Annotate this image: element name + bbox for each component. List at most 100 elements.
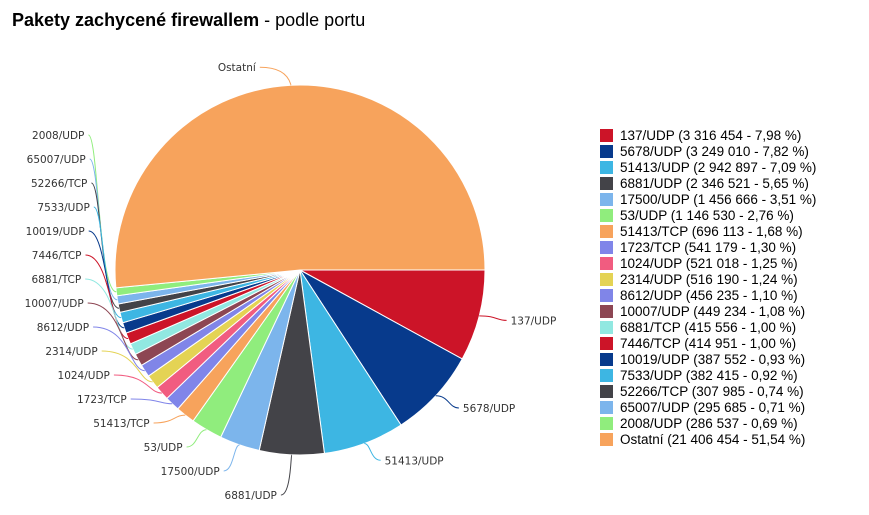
slice-label: 6881/UDP — [225, 490, 277, 502]
slice-label: 53/UDP — [144, 442, 183, 454]
leader-line — [153, 414, 186, 424]
legend-swatch — [600, 288, 613, 302]
legend-item[interactable]: 65007/UDP (295 685 - 0,71 %) — [600, 399, 860, 415]
legend-item[interactable]: 2314/UDP (516 190 - 1,24 %) — [600, 271, 860, 287]
legend-swatch — [600, 176, 613, 190]
pie-slice[interactable] — [114, 84, 486, 289]
legend-item[interactable]: 6881/TCP (415 556 - 1,00 %) — [600, 319, 860, 335]
leader-line — [280, 454, 293, 496]
pie-leader-lines — [85, 66, 507, 496]
chart-legend: 137/UDP (3 316 454 - 7,98 %) 5678/UDP (3 … — [600, 127, 860, 447]
slice-label: 51413/UDP — [385, 455, 444, 467]
legend-label: 8612/UDP (456 235 - 1,10 %) — [620, 287, 798, 303]
leader-line — [89, 158, 118, 301]
leader-line — [113, 374, 162, 394]
slice-label: 10007/UDP — [25, 298, 84, 310]
pie-slice[interactable] — [299, 269, 486, 360]
legend-swatch — [600, 128, 613, 142]
legend-label: 1723/TCP (541 179 - 1,30 %) — [620, 239, 797, 255]
leader-line — [364, 443, 381, 461]
legend-swatch — [600, 400, 613, 414]
slice-label: 17500/UDP — [161, 466, 220, 478]
legend-swatch — [600, 336, 613, 350]
leader-line — [93, 326, 145, 372]
slice-label: 52266/TCP — [31, 178, 87, 190]
slice-label: 7533/UDP — [37, 202, 89, 214]
legend-item[interactable]: 51413/TCP (696 113 - 1,68 %) — [600, 223, 860, 239]
legend-swatch — [600, 208, 613, 222]
legend-item[interactable]: 10019/UDP (387 552 - 0,93 %) — [600, 351, 860, 367]
slice-label: 10019/UDP — [26, 226, 85, 238]
pie-slice[interactable] — [299, 269, 463, 426]
legend-item[interactable]: 8612/UDP (456 235 - 1,10 %) — [600, 287, 860, 303]
legend-label: 2314/UDP (516 190 - 1,24 %) — [620, 271, 798, 287]
slice-label: 137/UDP — [511, 315, 557, 327]
legend-label: 52266/TCP (307 985 - 0,74 %) — [620, 383, 804, 399]
leader-line — [85, 254, 129, 339]
legend-swatch — [600, 272, 613, 286]
legend-label: 65007/UDP (295 685 - 0,71 %) — [620, 399, 806, 415]
legend-swatch — [600, 320, 613, 334]
slice-label: 65007/UDP — [27, 154, 86, 166]
leader-line — [435, 395, 459, 409]
legend-item[interactable]: 137/UDP (3 316 454 - 7,98 %) — [600, 127, 860, 143]
legend-swatch — [600, 368, 613, 382]
pie-labels: 137/UDP 5678/UDP 51413/UDP Ostatní 2008/UDP 6… — [25, 62, 557, 502]
legend-label: 6881/TCP (415 556 - 1,00 %) — [620, 319, 797, 335]
legend-item[interactable]: 2008/UDP (286 537 - 0,69 %) — [600, 415, 860, 431]
legend-item[interactable]: 52266/TCP (307 985 - 0,74 %) — [600, 383, 860, 399]
legend-label: 10019/UDP (387 552 - 0,93 %) — [620, 351, 806, 367]
legend-swatch — [600, 160, 613, 174]
chart-title-main: Pakety zachycené firewallem — [12, 10, 260, 30]
legend-label: 1024/UDP (521 018 - 1,25 %) — [620, 255, 798, 271]
legend-label: 5678/UDP (3 249 010 - 7,82 %) — [620, 143, 809, 159]
chart-title: Pakety zachycené firewallem - podle port… — [12, 10, 366, 30]
slice-label: 51413/TCP — [93, 418, 149, 430]
leader-line — [93, 206, 122, 319]
legend-item[interactable]: 7446/TCP (414 951 - 1,00 %) — [600, 335, 860, 351]
leader-line — [88, 230, 125, 329]
slice-label: 7446/TCP — [32, 250, 82, 262]
slice-label: 8612/UDP — [37, 322, 89, 334]
slice-label: 1723/TCP — [77, 394, 127, 406]
legend-label: 7446/TCP (414 951 - 1,00 %) — [620, 335, 797, 351]
legend-item[interactable]: 51413/UDP (2 942 897 - 7,09 %) — [600, 159, 860, 175]
legend-label: Ostatní (21 406 454 - 51,54 %) — [620, 431, 806, 447]
legend-label: 7533/UDP (382 415 - 0,92 %) — [620, 367, 798, 383]
leader-line — [101, 350, 153, 383]
slice-label: 1024/UDP — [58, 370, 110, 382]
legend-item[interactable]: 5678/UDP (3 249 010 - 7,82 %) — [600, 143, 860, 159]
leader-line — [87, 134, 117, 293]
legend-item[interactable]: 10007/UDP (449 234 - 1,08 %) — [600, 303, 860, 319]
slice-label: 2314/UDP — [45, 346, 97, 358]
leader-line — [186, 429, 207, 448]
chart-title-sub: podle portu — [275, 10, 366, 30]
legend-label: 2008/UDP (286 537 - 0,69 %) — [620, 415, 798, 431]
legend-swatch — [600, 240, 613, 254]
legend-label: 10007/UDP (449 234 - 1,08 %) — [620, 303, 806, 319]
legend-label: 51413/TCP (696 113 - 1,68 %) — [620, 223, 803, 239]
legend-item[interactable]: 53/UDP (1 146 530 - 2,76 %) — [600, 207, 860, 223]
legend-item[interactable]: Ostatní (21 406 454 - 51,54 %) — [600, 431, 860, 447]
leader-line — [479, 315, 507, 321]
legend-swatch — [600, 224, 613, 238]
legend-swatch — [600, 432, 613, 446]
legend-item[interactable]: 1024/UDP (521 018 - 1,25 %) — [600, 255, 860, 271]
legend-swatch — [600, 416, 613, 430]
legend-item[interactable]: 1723/TCP (541 179 - 1,30 %) — [600, 239, 860, 255]
leader-line — [130, 398, 173, 405]
legend-label: 6881/UDP (2 346 521 - 5,65 %) — [620, 175, 809, 191]
legend-item[interactable]: 6881/UDP (2 346 521 - 5,65 %) — [600, 175, 860, 191]
pie-slices — [114, 84, 486, 456]
legend-swatch — [600, 304, 613, 318]
legend-swatch — [600, 256, 613, 270]
legend-swatch — [600, 144, 613, 158]
leader-line — [85, 278, 133, 350]
legend-label: 17500/UDP (1 456 666 - 3,51 %) — [620, 191, 817, 207]
legend-item[interactable]: 17500/UDP (1 456 666 - 3,51 %) — [600, 191, 860, 207]
legend-item[interactable]: 7533/UDP (382 415 - 0,92 %) — [600, 367, 860, 383]
leader-line — [90, 182, 120, 309]
leader-line — [87, 302, 139, 361]
legend-label: 53/UDP (1 146 530 - 2,76 %) — [620, 207, 794, 223]
